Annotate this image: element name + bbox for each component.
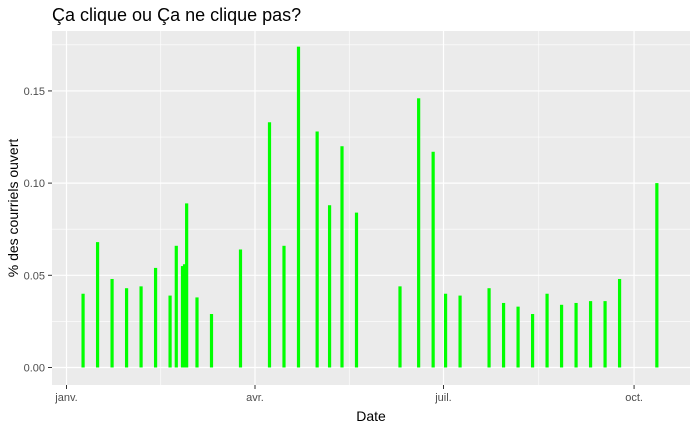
bar [545, 293, 549, 368]
bar [315, 131, 319, 368]
bar [530, 314, 535, 368]
bar [209, 314, 214, 368]
bar [417, 98, 421, 368]
plot-panel [52, 31, 690, 385]
bar [238, 249, 243, 368]
minor-gridlines [52, 31, 690, 385]
bars [81, 46, 659, 368]
bar [95, 242, 100, 368]
bar [501, 302, 506, 368]
bar [327, 205, 332, 368]
chart-title: Ça clique ou Ça ne clique pas? [52, 5, 301, 25]
x-axis-title: Date [356, 408, 386, 424]
bar [603, 301, 607, 368]
bar [559, 304, 564, 368]
bar [124, 288, 129, 368]
x-tick-label: janv. [54, 392, 77, 404]
bar [110, 278, 114, 368]
bar [174, 245, 178, 368]
bar [180, 266, 185, 368]
y-tick-label: 0.15 [24, 86, 45, 98]
x-axis: janv. avr. juil. oct. [54, 385, 643, 404]
bar [153, 267, 158, 368]
bar [185, 203, 189, 368]
y-tick-label: 0.00 [24, 362, 45, 374]
bar [458, 295, 462, 368]
y-axis: 0.00 0.05 0.10 0.15 [24, 86, 52, 374]
bar [282, 245, 286, 368]
x-tick-label: juil. [434, 392, 452, 404]
bar [139, 286, 143, 368]
bar [443, 293, 448, 368]
y-axis-title: % des courriels ouvert [5, 139, 21, 278]
bar [296, 46, 301, 368]
y-tick-label: 0.10 [24, 178, 45, 190]
x-tick-label: avr. [246, 392, 264, 404]
bar [182, 264, 187, 368]
bar [431, 151, 435, 368]
bar [588, 301, 593, 368]
bar [617, 278, 622, 368]
bar [168, 295, 172, 368]
bar [81, 293, 85, 368]
bar [655, 183, 659, 368]
bar [398, 286, 402, 368]
major-gridlines [52, 31, 690, 385]
x-tick-label: oct. [625, 392, 643, 404]
y-tick-label: 0.05 [24, 270, 45, 282]
bar [267, 122, 272, 368]
bar [354, 212, 359, 368]
bar [487, 288, 491, 368]
bar [574, 302, 578, 368]
bar [195, 297, 199, 368]
bar [516, 306, 520, 368]
bar [340, 146, 344, 368]
